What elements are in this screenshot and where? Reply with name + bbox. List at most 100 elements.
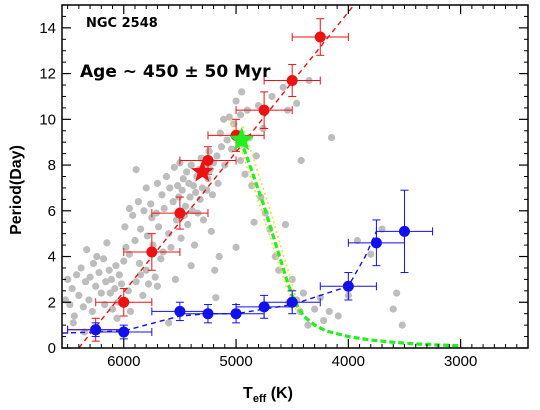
- gray-points-layer: [61, 76, 406, 336]
- gray-data-point: [135, 259, 144, 267]
- gray-data-point: [320, 316, 328, 325]
- gray-data-point: [208, 191, 217, 199]
- gray-data-point: [236, 111, 245, 119]
- y-tick-label: 10: [39, 111, 56, 128]
- y-tick-label: 4: [48, 249, 56, 266]
- gray-data-point: [293, 99, 301, 107]
- gray-data-point: [95, 268, 103, 277]
- gray-data-point: [241, 170, 249, 178]
- green-star-marker: [229, 126, 254, 151]
- gray-data-point: [137, 225, 145, 233]
- gray-data-point: [236, 156, 245, 165]
- gray-data-point: [89, 259, 98, 267]
- blue-point: [398, 225, 410, 237]
- gray-data-point: [97, 289, 105, 297]
- gray-data-point: [107, 275, 116, 283]
- gray-data-point: [171, 275, 180, 283]
- gray-data-point: [304, 321, 312, 329]
- gray-data-point: [174, 182, 182, 190]
- gray-data-point: [144, 280, 153, 288]
- gray-data-point: [311, 305, 319, 313]
- gray-data-point: [160, 204, 168, 213]
- gray-data-point: [178, 186, 186, 194]
- age-annotation: Age ~ 450 ± 50 Myr: [80, 62, 271, 82]
- gray-data-point: [120, 257, 128, 265]
- gray-data-point: [275, 266, 283, 274]
- y-tick-label: 2: [48, 294, 56, 311]
- gray-data-point: [192, 188, 200, 197]
- gray-data-point: [86, 273, 94, 281]
- red-point: [286, 74, 298, 86]
- gray-data-point: [129, 211, 137, 219]
- gray-data-point: [113, 314, 121, 322]
- gray-data-point: [165, 230, 173, 238]
- gray-data-point: [316, 294, 324, 302]
- gray-data-point: [297, 156, 305, 165]
- gray-data-point: [165, 319, 173, 327]
- gray-data-point: [187, 262, 195, 270]
- gray-data-point: [179, 175, 187, 183]
- gray-data-point: [115, 271, 123, 279]
- gray-data-point: [223, 136, 231, 144]
- gray-data-point: [69, 319, 77, 327]
- stars-layer: [190, 126, 254, 182]
- red-point: [174, 207, 186, 219]
- gray-data-point: [137, 271, 145, 279]
- red-fit-line: [78, 4, 355, 349]
- gray-data-point: [153, 179, 162, 187]
- gray-data-point: [102, 278, 110, 286]
- y-axis-title: Period(Day): [8, 145, 25, 235]
- gray-data-point: [121, 223, 129, 231]
- gray-data-point: [142, 184, 150, 192]
- gray-data-point: [232, 243, 240, 251]
- gray-data-point: [158, 191, 166, 199]
- gray-data-point: [189, 182, 197, 190]
- gray-data-point: [88, 307, 96, 316]
- blue-point: [286, 296, 298, 308]
- gray-data-point: [177, 234, 185, 242]
- gray-data-point: [213, 152, 221, 160]
- gray-data-point: [72, 271, 81, 279]
- x-tick-label: 4000: [332, 353, 365, 370]
- blue-point: [370, 237, 382, 249]
- x-tick-label: 3000: [444, 353, 477, 370]
- gray-data-point: [250, 218, 258, 226]
- gray-data-point: [389, 305, 397, 313]
- blue-point: [118, 326, 130, 338]
- gray-data-point: [167, 243, 175, 251]
- x-tick-label: 5000: [219, 353, 252, 370]
- gray-data-point: [70, 312, 78, 320]
- plot-frame: [61, 4, 529, 349]
- series-points-layer: [67, 18, 434, 342]
- gray-data-point: [64, 275, 72, 283]
- gray-data-point: [117, 280, 126, 288]
- gray-data-point: [112, 262, 120, 270]
- gray-data-point: [103, 239, 111, 247]
- gray-data-point: [166, 184, 174, 192]
- gray-data-point: [154, 223, 163, 231]
- chart-title: NGC 2548: [86, 16, 158, 31]
- blue-point: [342, 280, 354, 292]
- axis-ticks-layer: 6000 5000 4000 3000 0 2 4 6 8 10 12 14: [39, 5, 528, 370]
- gray-data-point: [327, 134, 336, 142]
- gray-data-point: [252, 152, 260, 160]
- gray-data-point: [132, 278, 140, 286]
- gray-data-point: [186, 193, 194, 201]
- x-axis-title: Teff (K): [243, 385, 293, 405]
- yellow-lower-track: [241, 125, 303, 312]
- gray-data-point: [75, 291, 83, 300]
- gray-data-point: [92, 282, 100, 290]
- gray-data-point: [68, 284, 76, 293]
- red-star-marker: [190, 159, 214, 182]
- gray-data-point: [232, 97, 240, 105]
- gray-data-point: [212, 294, 220, 302]
- gray-data-point: [132, 166, 140, 174]
- gray-data-point: [238, 88, 246, 96]
- blue-point: [258, 301, 270, 313]
- gray-data-point: [190, 241, 199, 249]
- gray-data-point: [199, 216, 208, 224]
- red-point: [314, 31, 326, 43]
- gray-data-point: [99, 255, 108, 263]
- gray-data-point: [142, 266, 150, 274]
- gray-data-point: [85, 296, 93, 304]
